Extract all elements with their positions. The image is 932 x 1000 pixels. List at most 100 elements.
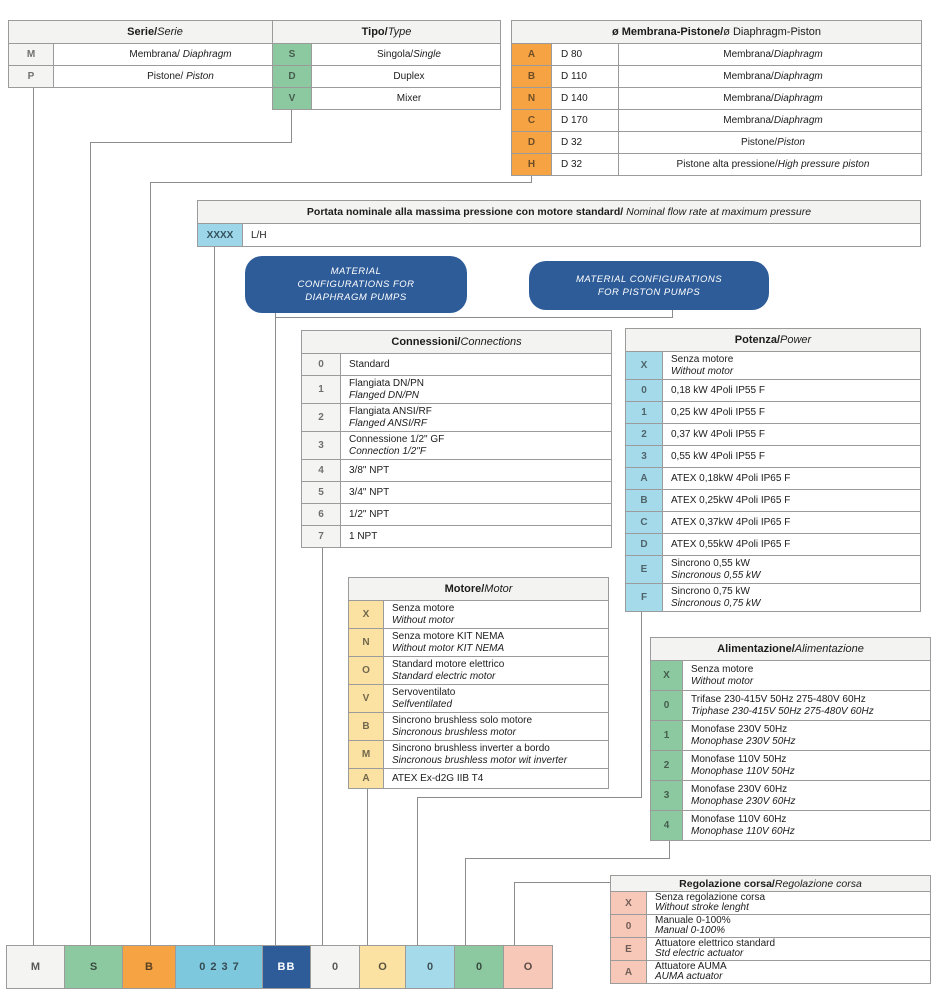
row-description-cell: Sincrono 0,55 kW Sincronous 0,55 kW <box>671 558 761 581</box>
table-row: 6 1/2" NPT <box>302 503 611 525</box>
table-row: E Sincrono 0,55 kW Sincronous 0,55 kW <box>626 555 920 583</box>
row-code-cell: 2 <box>302 404 341 431</box>
table-row: 1 Monofase 230V 50Hz Monophase 230V 50Hz <box>651 720 930 750</box>
table-row: A Attuatore AUMA AUMA actuator <box>611 960 930 983</box>
table-row: N Senza motore KIT NEMA Without motor KIT … <box>349 628 608 656</box>
material-box-line: FOR PISTON PUMPS <box>597 286 701 298</box>
row-size-cell: D 80 <box>552 44 619 65</box>
row-code-cell: V <box>349 685 384 712</box>
table-row: 0 0,18 kW 4Poli IP55 F <box>626 379 920 401</box>
row-code-cell: C <box>626 512 663 533</box>
model-code-segment: 0 <box>310 945 360 989</box>
table-row: 2 Flangiata ANSI/RF Flanged ANSI/RF <box>302 403 611 431</box>
header-label-en: Motor <box>484 583 513 595</box>
table-row: D Duplex <box>273 65 500 87</box>
material-box-line: MATERIAL CONFIGURATIONS <box>575 273 723 285</box>
row-code-cell: D <box>273 66 312 87</box>
row-size-cell: D 170 <box>552 110 619 131</box>
row-code-cell: V <box>273 88 312 109</box>
row-description-cell: 3/4" NPT <box>349 486 390 498</box>
header-label-it: Portata nominale alla massima pressione … <box>306 206 624 218</box>
connector-membrana-horiz <box>150 182 532 183</box>
connector-material-horiz <box>275 317 673 318</box>
table-row: 1 0,25 kW 4Poli IP55 F <box>626 401 920 423</box>
row-code-cell: 2 <box>626 424 663 445</box>
connector-membrana <box>150 182 151 945</box>
material-config-piston-box: MATERIAL CONFIGURATIONS FOR PISTON PUMPS <box>529 261 769 310</box>
table-regolazione-corsa: Regolazione corsa/Regolazione corsa X Sen… <box>610 875 931 984</box>
row-description-cell: 0,55 kW 4Poli IP55 F <box>671 450 765 462</box>
table-row: V Mixer <box>273 87 500 109</box>
table-row: B Sincrono brushless solo motore Sincronou… <box>349 712 608 740</box>
row-code-cell: 1 <box>651 721 683 750</box>
row-description-cell: 0,37 kW 4Poli IP55 F <box>671 428 765 440</box>
header-label-it: Potenza/ <box>734 334 781 346</box>
row-description-cell: Duplex <box>393 70 425 82</box>
row-code-cell: A <box>349 769 384 788</box>
row-description-cell: Pistone/ Piston <box>147 70 214 82</box>
row-description-cell: Standard motore elettrico Standard electr… <box>392 659 505 682</box>
row-description-cell: Connessione 1/2" GF Connection 1/2"F <box>349 434 445 457</box>
row-size-cell: D 140 <box>552 88 619 109</box>
header-label-en: Connections <box>460 336 522 348</box>
row-description-cell: Senza motore Without motor <box>392 603 455 626</box>
row-description-cell: Servoventilato Selfventilated <box>392 687 456 710</box>
row-code-cell: D <box>626 534 663 555</box>
row-code-cell: N <box>349 629 384 656</box>
header-label-it: Connessioni/ <box>391 336 461 348</box>
row-description-cell: Sincrono brushless inverter a bordo Sincr… <box>392 743 568 766</box>
row-code-cell: H <box>512 154 552 175</box>
row-description-cell: ATEX 0,55kW 4Poli IP65 F <box>671 538 791 550</box>
table-row: 0 Trifase 230-415V 50Hz 275-480V 60Hz Trip… <box>651 690 930 720</box>
table-row: X Senza motore Without motor <box>349 601 608 628</box>
header-label-it: Motore/ <box>444 583 485 595</box>
table-row: D ATEX 0,55kW 4Poli IP65 F <box>626 533 920 555</box>
header-label-en: Alimentazione <box>794 643 864 655</box>
table-portata: Portata nominale alla massima pressione … <box>197 200 921 247</box>
table-row: 2 Monofase 110V 50Hz Monophase 110V 50Hz <box>651 750 930 780</box>
table-row: P Pistone/ Piston <box>9 65 301 87</box>
connector-serie <box>33 80 34 945</box>
flow-unit-cell: L/H <box>251 229 267 241</box>
model-code-segment: M <box>6 945 65 989</box>
row-description-cell: Attuatore AUMA AUMA actuator <box>655 961 727 982</box>
row-description-cell: Monofase 230V 50Hz Monophase 230V 50Hz <box>691 724 796 747</box>
row-code-cell: 3 <box>626 446 663 467</box>
row-description-cell: ATEX 0,25kW 4Poli IP65 F <box>671 494 791 506</box>
table-row: 0 Manuale 0-100% Manual 0-100% <box>611 914 930 937</box>
row-description-cell: Membrana/ Diaphragm <box>129 48 232 60</box>
table-header: Portata nominale alla massima pressione … <box>198 201 920 224</box>
table-row: M Sincrono brushless inverter a bordo Sinc… <box>349 740 608 768</box>
row-description-cell: Standard <box>349 358 390 370</box>
row-code-cell: 2 <box>651 751 683 780</box>
header-label-en: Type <box>387 26 412 38</box>
row-description-cell: Senza motore Without motor <box>671 354 734 377</box>
row-code-cell: 5 <box>302 482 341 503</box>
row-code-cell: B <box>349 713 384 740</box>
model-code-segment: 0237 <box>175 945 263 989</box>
row-description-cell: Sincrono 0,75 kW Sincronous 0,75 kW <box>671 586 761 609</box>
row-description-cell: Membrana/Diaphragm <box>723 114 823 126</box>
row-code-cell: A <box>512 44 552 65</box>
table-serie: Serie/Serie M Membrana/ Diaphragm P Pistone… <box>8 20 302 88</box>
header-label-it: ø Membrana-Pistone/ <box>611 26 724 38</box>
row-description-cell: ATEX Ex-d2G IIB T4 <box>392 772 484 784</box>
model-code-segment: O <box>503 945 553 989</box>
connector-tipo-horiz <box>90 142 292 143</box>
connector-tipo-drop <box>291 104 292 142</box>
row-description-cell: Flangiata ANSI/RF Flanged ANSI/RF <box>349 406 432 429</box>
table-row: E Attuatore elettrico standard Std electri… <box>611 937 930 960</box>
row-code-cell: X <box>626 352 663 379</box>
row-description-cell: Singola/Single <box>377 48 441 60</box>
row-code-cell: M <box>349 741 384 768</box>
row-code-cell: B <box>626 490 663 511</box>
connector-tipo <box>90 142 91 945</box>
model-code-segment: 0 <box>405 945 455 989</box>
table-row: 4 3/8" NPT <box>302 459 611 481</box>
row-code-cell: F <box>626 584 663 611</box>
row-code-cell: 1 <box>626 402 663 423</box>
